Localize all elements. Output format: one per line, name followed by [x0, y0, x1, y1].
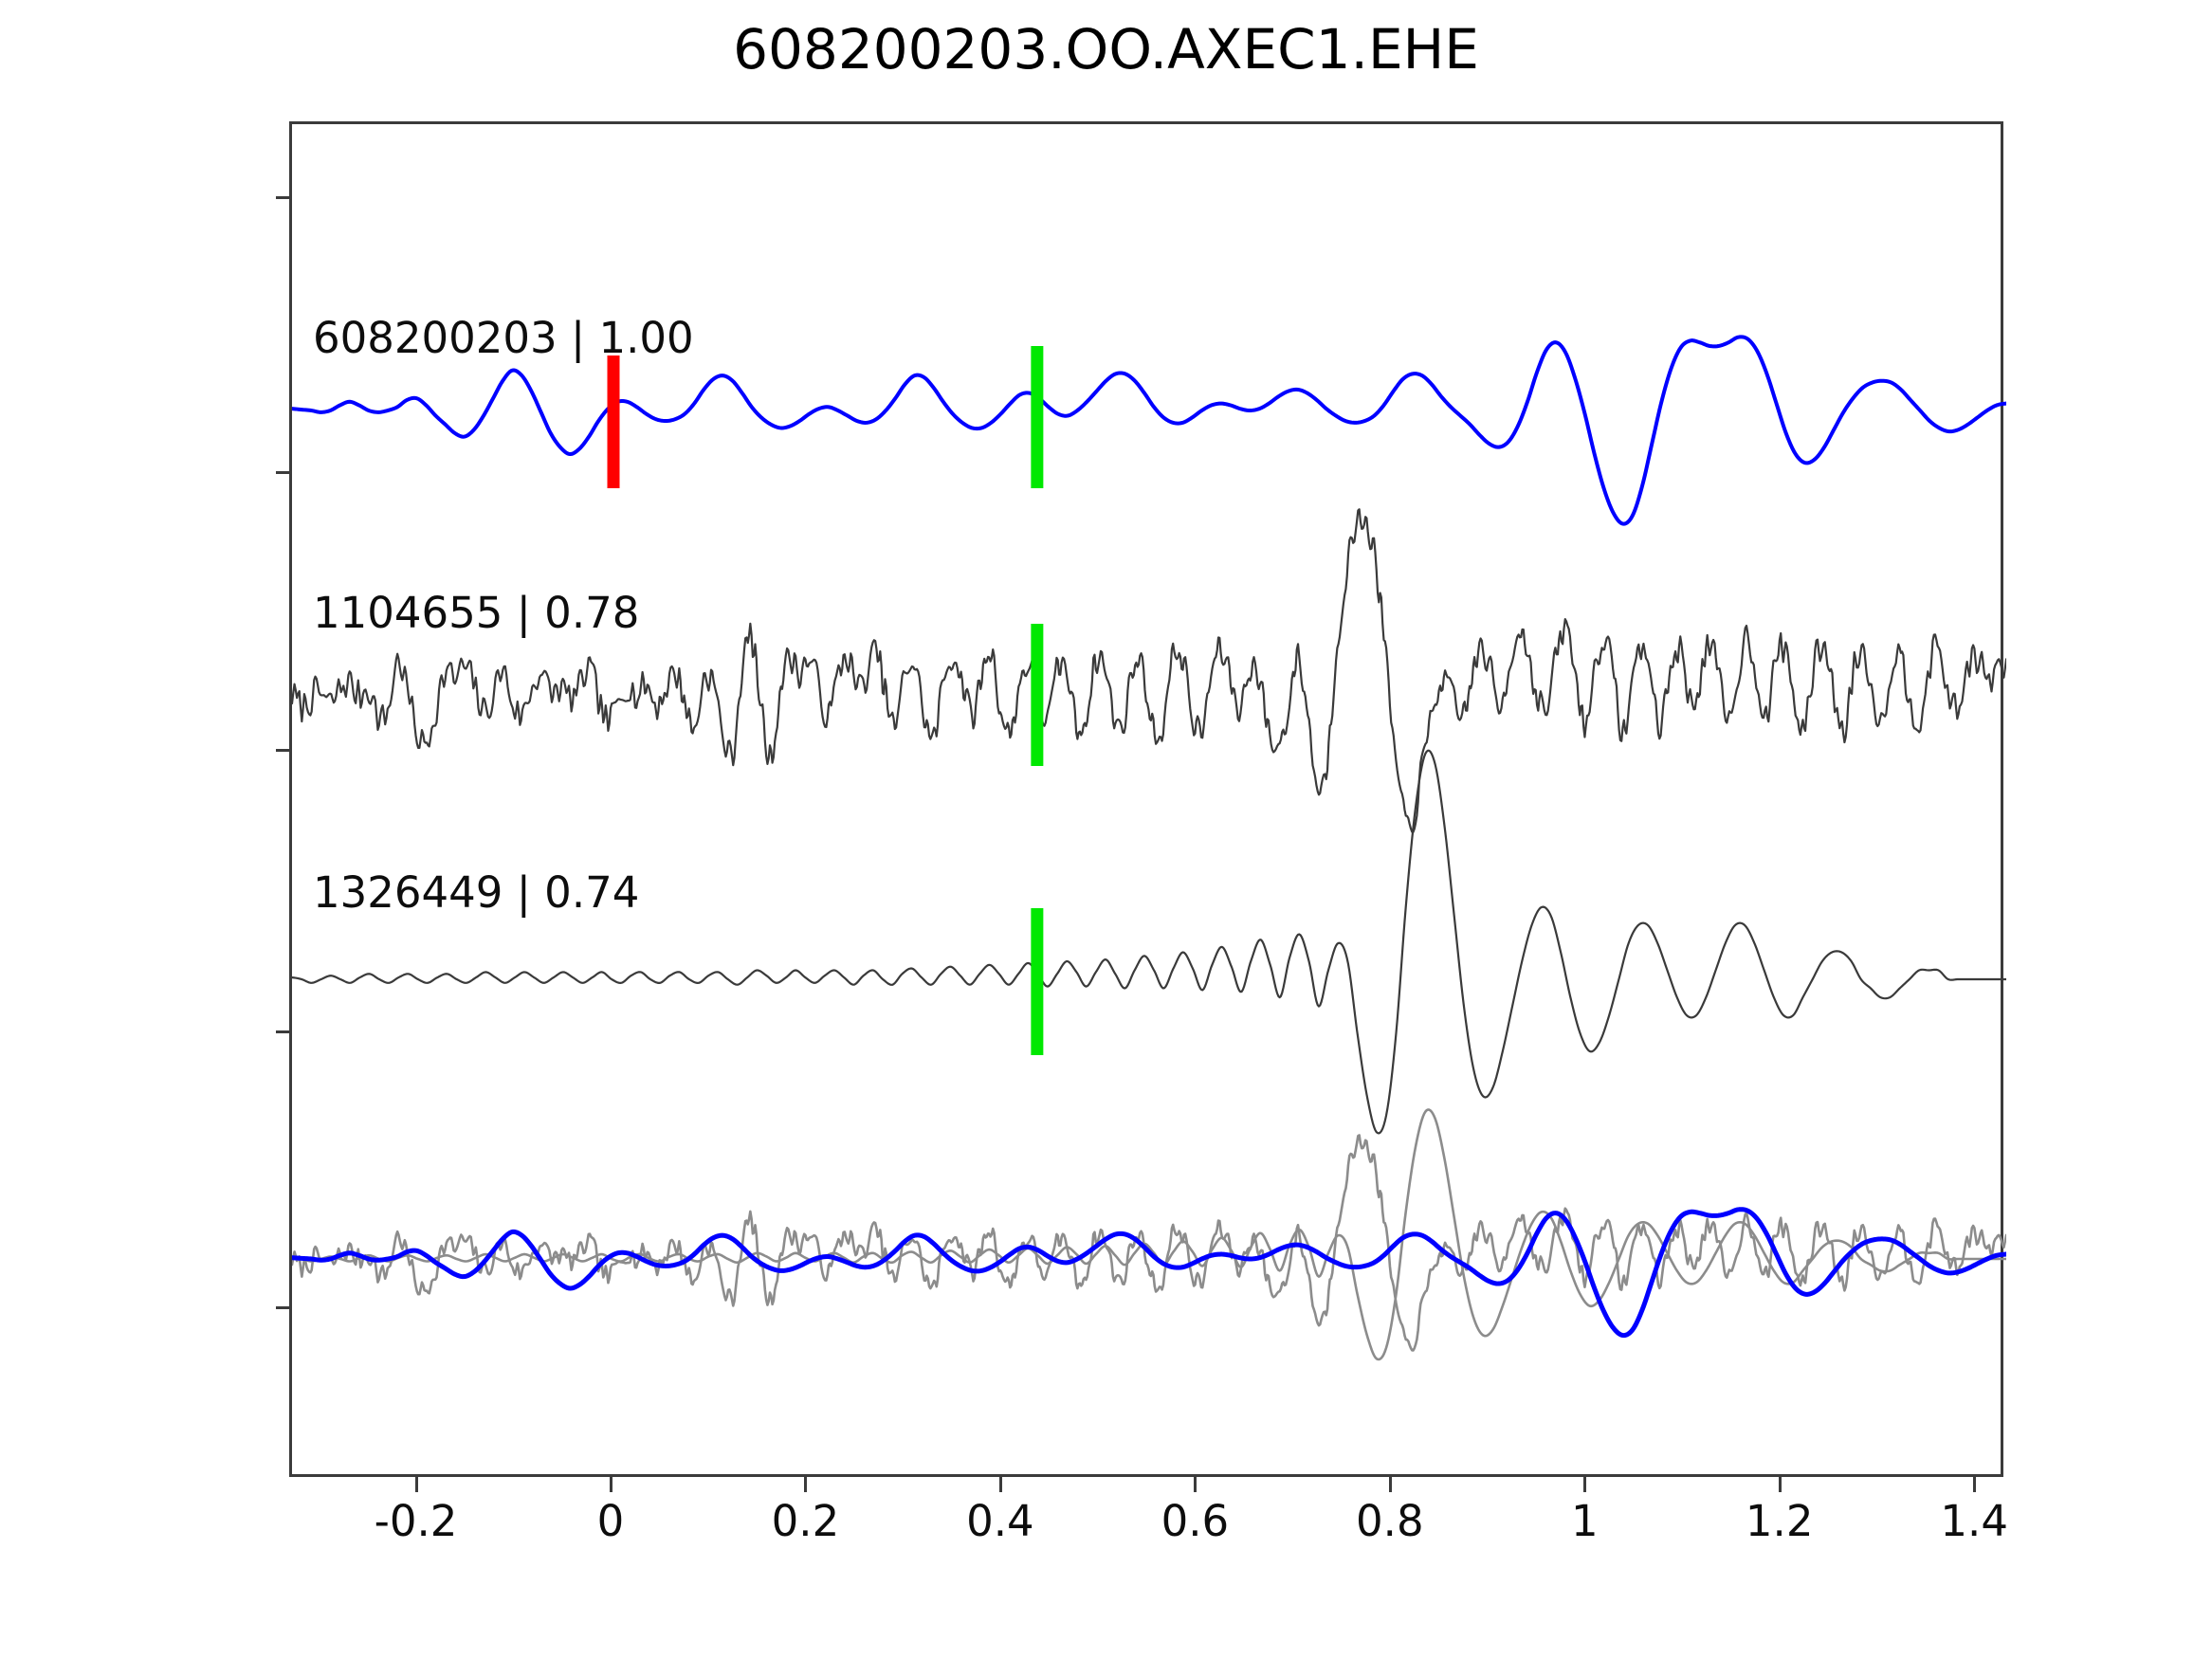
x-tick-label: 0.8: [1356, 1496, 1424, 1546]
y-tick-mark: [276, 749, 291, 752]
y-tick-mark: [276, 1030, 291, 1033]
waveform-canvas: [292, 335, 2006, 1361]
x-tick-mark: [998, 1477, 1002, 1492]
y-tick-mark: [276, 1306, 291, 1309]
x-tick-label: 0.4: [966, 1496, 1034, 1546]
trace-line-1326449: [292, 749, 2006, 1135]
trace-line-608200203: [292, 335, 2006, 526]
trace-label-1326449: 1326449 | 0.74: [313, 867, 640, 918]
x-tick-mark: [414, 1477, 418, 1492]
x-tick-mark: [1388, 1477, 1392, 1492]
x-tick-mark: [1583, 1477, 1587, 1492]
x-tick-label: -0.2: [374, 1496, 458, 1546]
x-tick-label: 0.2: [771, 1496, 840, 1546]
x-tick-mark: [1194, 1477, 1197, 1492]
stack-line-1104655: [292, 1134, 2006, 1352]
x-tick-mark: [1973, 1477, 1977, 1492]
x-tick-label: 1: [1570, 1496, 1599, 1546]
x-tick-label: 0.6: [1161, 1496, 1230, 1546]
x-tick-mark: [610, 1477, 612, 1492]
x-tick-label: 1.4: [1940, 1496, 2008, 1546]
stack-line-1326449: [292, 1108, 2006, 1361]
x-tick-mark: [1778, 1477, 1782, 1492]
x-tick-mark: [804, 1477, 808, 1492]
x-tick-label: 0: [596, 1496, 625, 1546]
detection-pick-marker-1326449: [1031, 908, 1044, 1055]
trace-label-1104655: 1104655 | 0.78: [313, 588, 640, 638]
trace-line-1104655: [292, 508, 2006, 833]
trace-label-608200203: 608200203 | 1.00: [313, 313, 694, 363]
detection-pick-marker-608200203: [1031, 346, 1044, 488]
y-tick-mark: [276, 471, 291, 474]
y-tick-mark: [276, 196, 291, 199]
page-title: 608200203.OO.AXEC1.EHE: [733, 17, 1479, 82]
plot-area: [289, 121, 2006, 1477]
detection-pick-marker-1104655: [1031, 624, 1044, 766]
reference-pick-marker-608200203: [607, 356, 620, 488]
stack-line-608200203: [292, 1207, 2006, 1339]
x-tick-label: 1.2: [1745, 1496, 1814, 1546]
